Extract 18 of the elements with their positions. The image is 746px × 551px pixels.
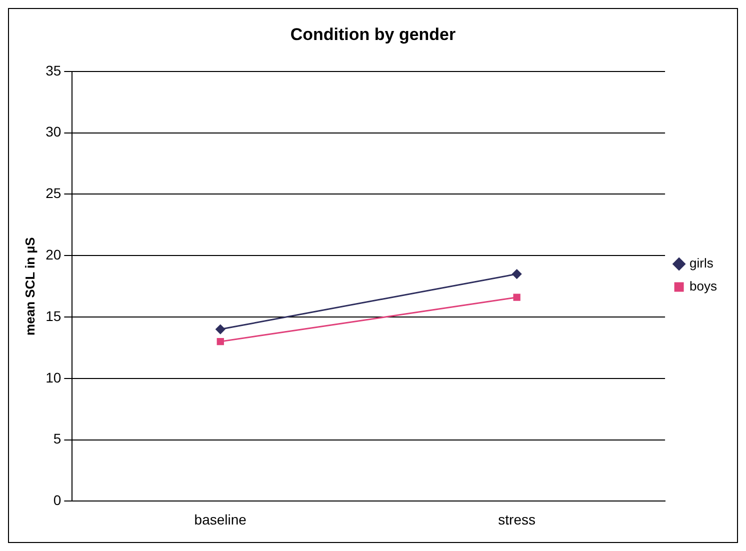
point [216, 324, 226, 334]
x-tick-label: baseline [194, 511, 247, 528]
y-tick-label: 30 [46, 124, 62, 140]
legend-label: girls [690, 256, 714, 271]
point [216, 338, 224, 346]
y-tick-label: 35 [46, 62, 62, 78]
y-tick-label: 15 [46, 308, 62, 324]
point [513, 294, 520, 301]
y-tick-label: 0 [53, 492, 62, 508]
y-axis-title: mean SCL in µS [22, 236, 38, 336]
x-tick-label: stress [498, 511, 536, 528]
y-tick-label: 20 [46, 246, 62, 262]
chart-title: Condition by gender [290, 24, 456, 44]
legend-label: boys [690, 278, 718, 294]
y-tick-label: 5 [53, 430, 62, 447]
y-tick-label: 25 [46, 185, 62, 202]
point [512, 269, 522, 279]
y-tick-label: 10 [46, 369, 62, 386]
